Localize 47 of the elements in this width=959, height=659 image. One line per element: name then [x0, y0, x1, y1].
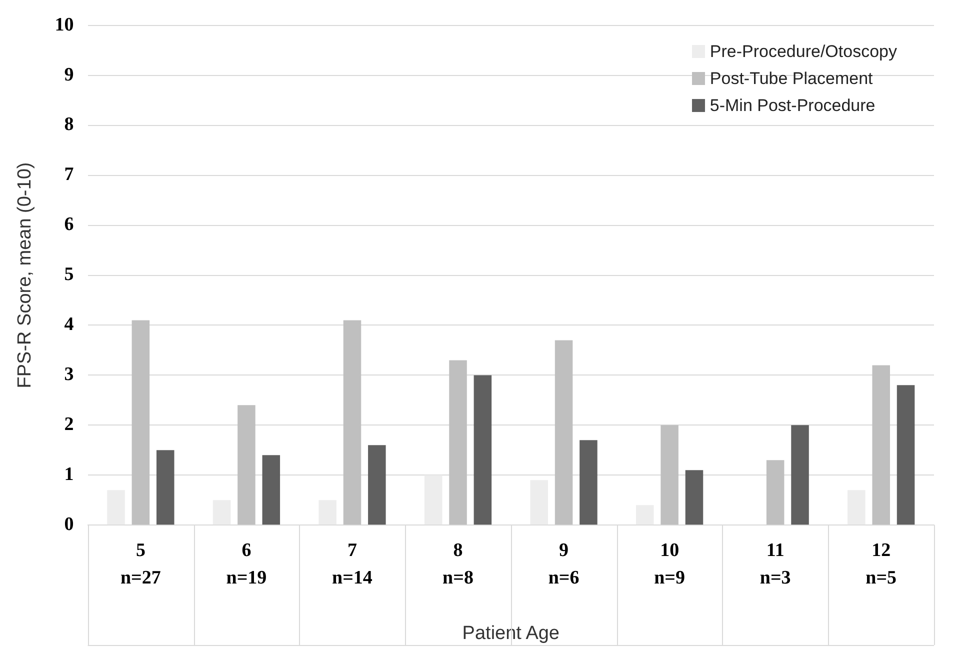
bar [791, 425, 809, 525]
bar [530, 480, 548, 525]
x-tick-label: 12 n=5 [866, 540, 897, 588]
bar [660, 425, 678, 525]
y-tick-label: 7 [64, 164, 74, 186]
y-tick-label: 6 [64, 214, 74, 236]
bar [848, 490, 866, 525]
y-tick-label: 9 [64, 64, 74, 86]
x-tick-label: 5 n=27 [120, 540, 162, 588]
x-tick-label: 8 n=8 [442, 540, 474, 588]
bar [896, 385, 915, 525]
legend-label: 5-Min Post-Procedure [710, 95, 876, 117]
bar [212, 500, 231, 525]
bar [424, 475, 442, 525]
x-axis-title: Patient Age [462, 622, 560, 644]
y-tick-label: 4 [64, 314, 74, 336]
y-tick-label: 10 [54, 14, 74, 36]
bar [238, 405, 256, 525]
x-tick-label: 10 n=9 [654, 540, 686, 588]
x-tick-label: 9 n=6 [548, 540, 580, 588]
bar [107, 490, 125, 525]
x-tick-label: 11 n=3 [760, 540, 791, 588]
x-tick-label: 6 n=19 [226, 540, 267, 588]
y-tick-label: 2 [64, 414, 74, 436]
bar [580, 440, 598, 525]
legend-label: Post-Tube Placement [710, 68, 873, 90]
bar [636, 505, 654, 525]
y-tick-label: 1 [64, 464, 74, 486]
bar [318, 500, 336, 525]
bar [474, 375, 492, 525]
bar [132, 320, 150, 525]
bar [766, 460, 784, 525]
bar [449, 360, 467, 525]
legend-label: Pre-Procedure/Otoscopy [710, 41, 897, 63]
bar [554, 340, 573, 525]
bar [156, 450, 174, 525]
bar [343, 320, 362, 525]
y-axis-title: FPS-R Score, mean (0-10) [14, 162, 36, 388]
y-tick-label: 5 [64, 264, 74, 286]
y-tick-label: 0 [64, 514, 74, 536]
x-tick-label: 7 n=14 [332, 540, 373, 588]
bar [368, 445, 386, 525]
bar [872, 365, 890, 525]
bar [685, 470, 704, 525]
y-tick-label: 3 [64, 364, 74, 386]
y-tick-label: 8 [64, 114, 74, 136]
bar [262, 455, 280, 525]
